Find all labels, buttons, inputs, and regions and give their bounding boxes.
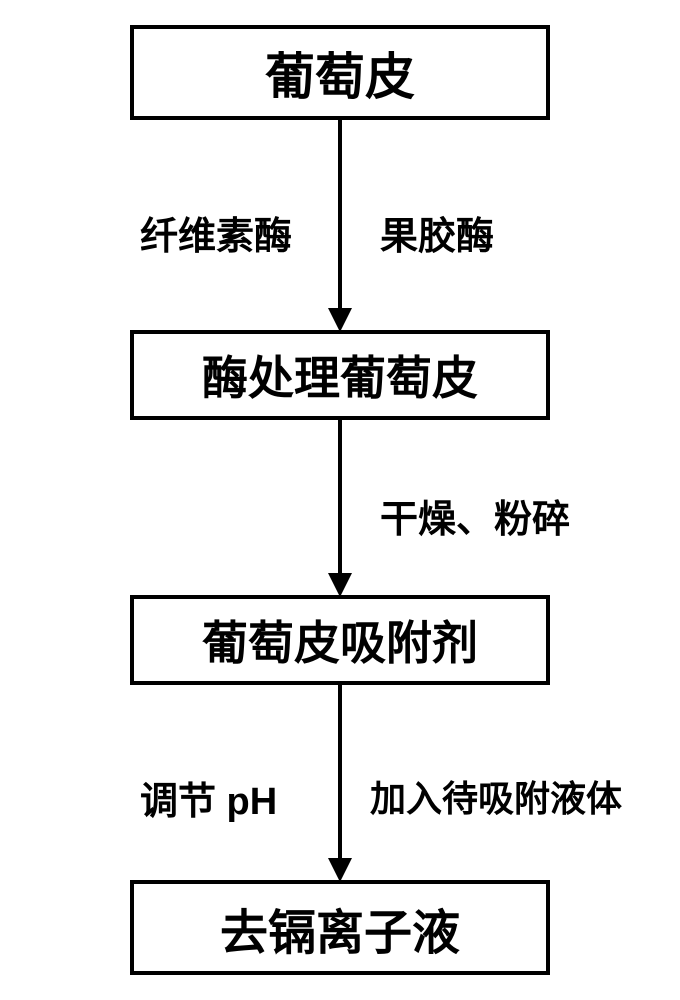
edge-label-n3-n4-1: 加入待吸附液体 <box>370 770 622 822</box>
edge-label-n3-n4-0: 调节 pH <box>140 770 277 825</box>
flowchart-node-n1: 葡萄皮 <box>130 25 550 120</box>
edge-label-n1-n2-0: 纤维素酶 <box>140 205 292 260</box>
flowchart-node-n3: 葡萄皮吸附剂 <box>130 595 550 685</box>
edges-svg <box>0 0 680 1000</box>
edge-label-n1-n2-1: 果胶酶 <box>380 205 494 260</box>
edge-label-n2-n3-0: 干燥、粉碎 <box>380 488 570 543</box>
flowchart-node-n4: 去镉离子液 <box>130 880 550 975</box>
flowchart-node-n2: 酶处理葡萄皮 <box>130 330 550 420</box>
flowchart-canvas: 葡萄皮酶处理葡萄皮葡萄皮吸附剂去镉离子液 纤维素酶 果胶酶干燥、粉碎调节 pH 加入… <box>0 0 680 1000</box>
